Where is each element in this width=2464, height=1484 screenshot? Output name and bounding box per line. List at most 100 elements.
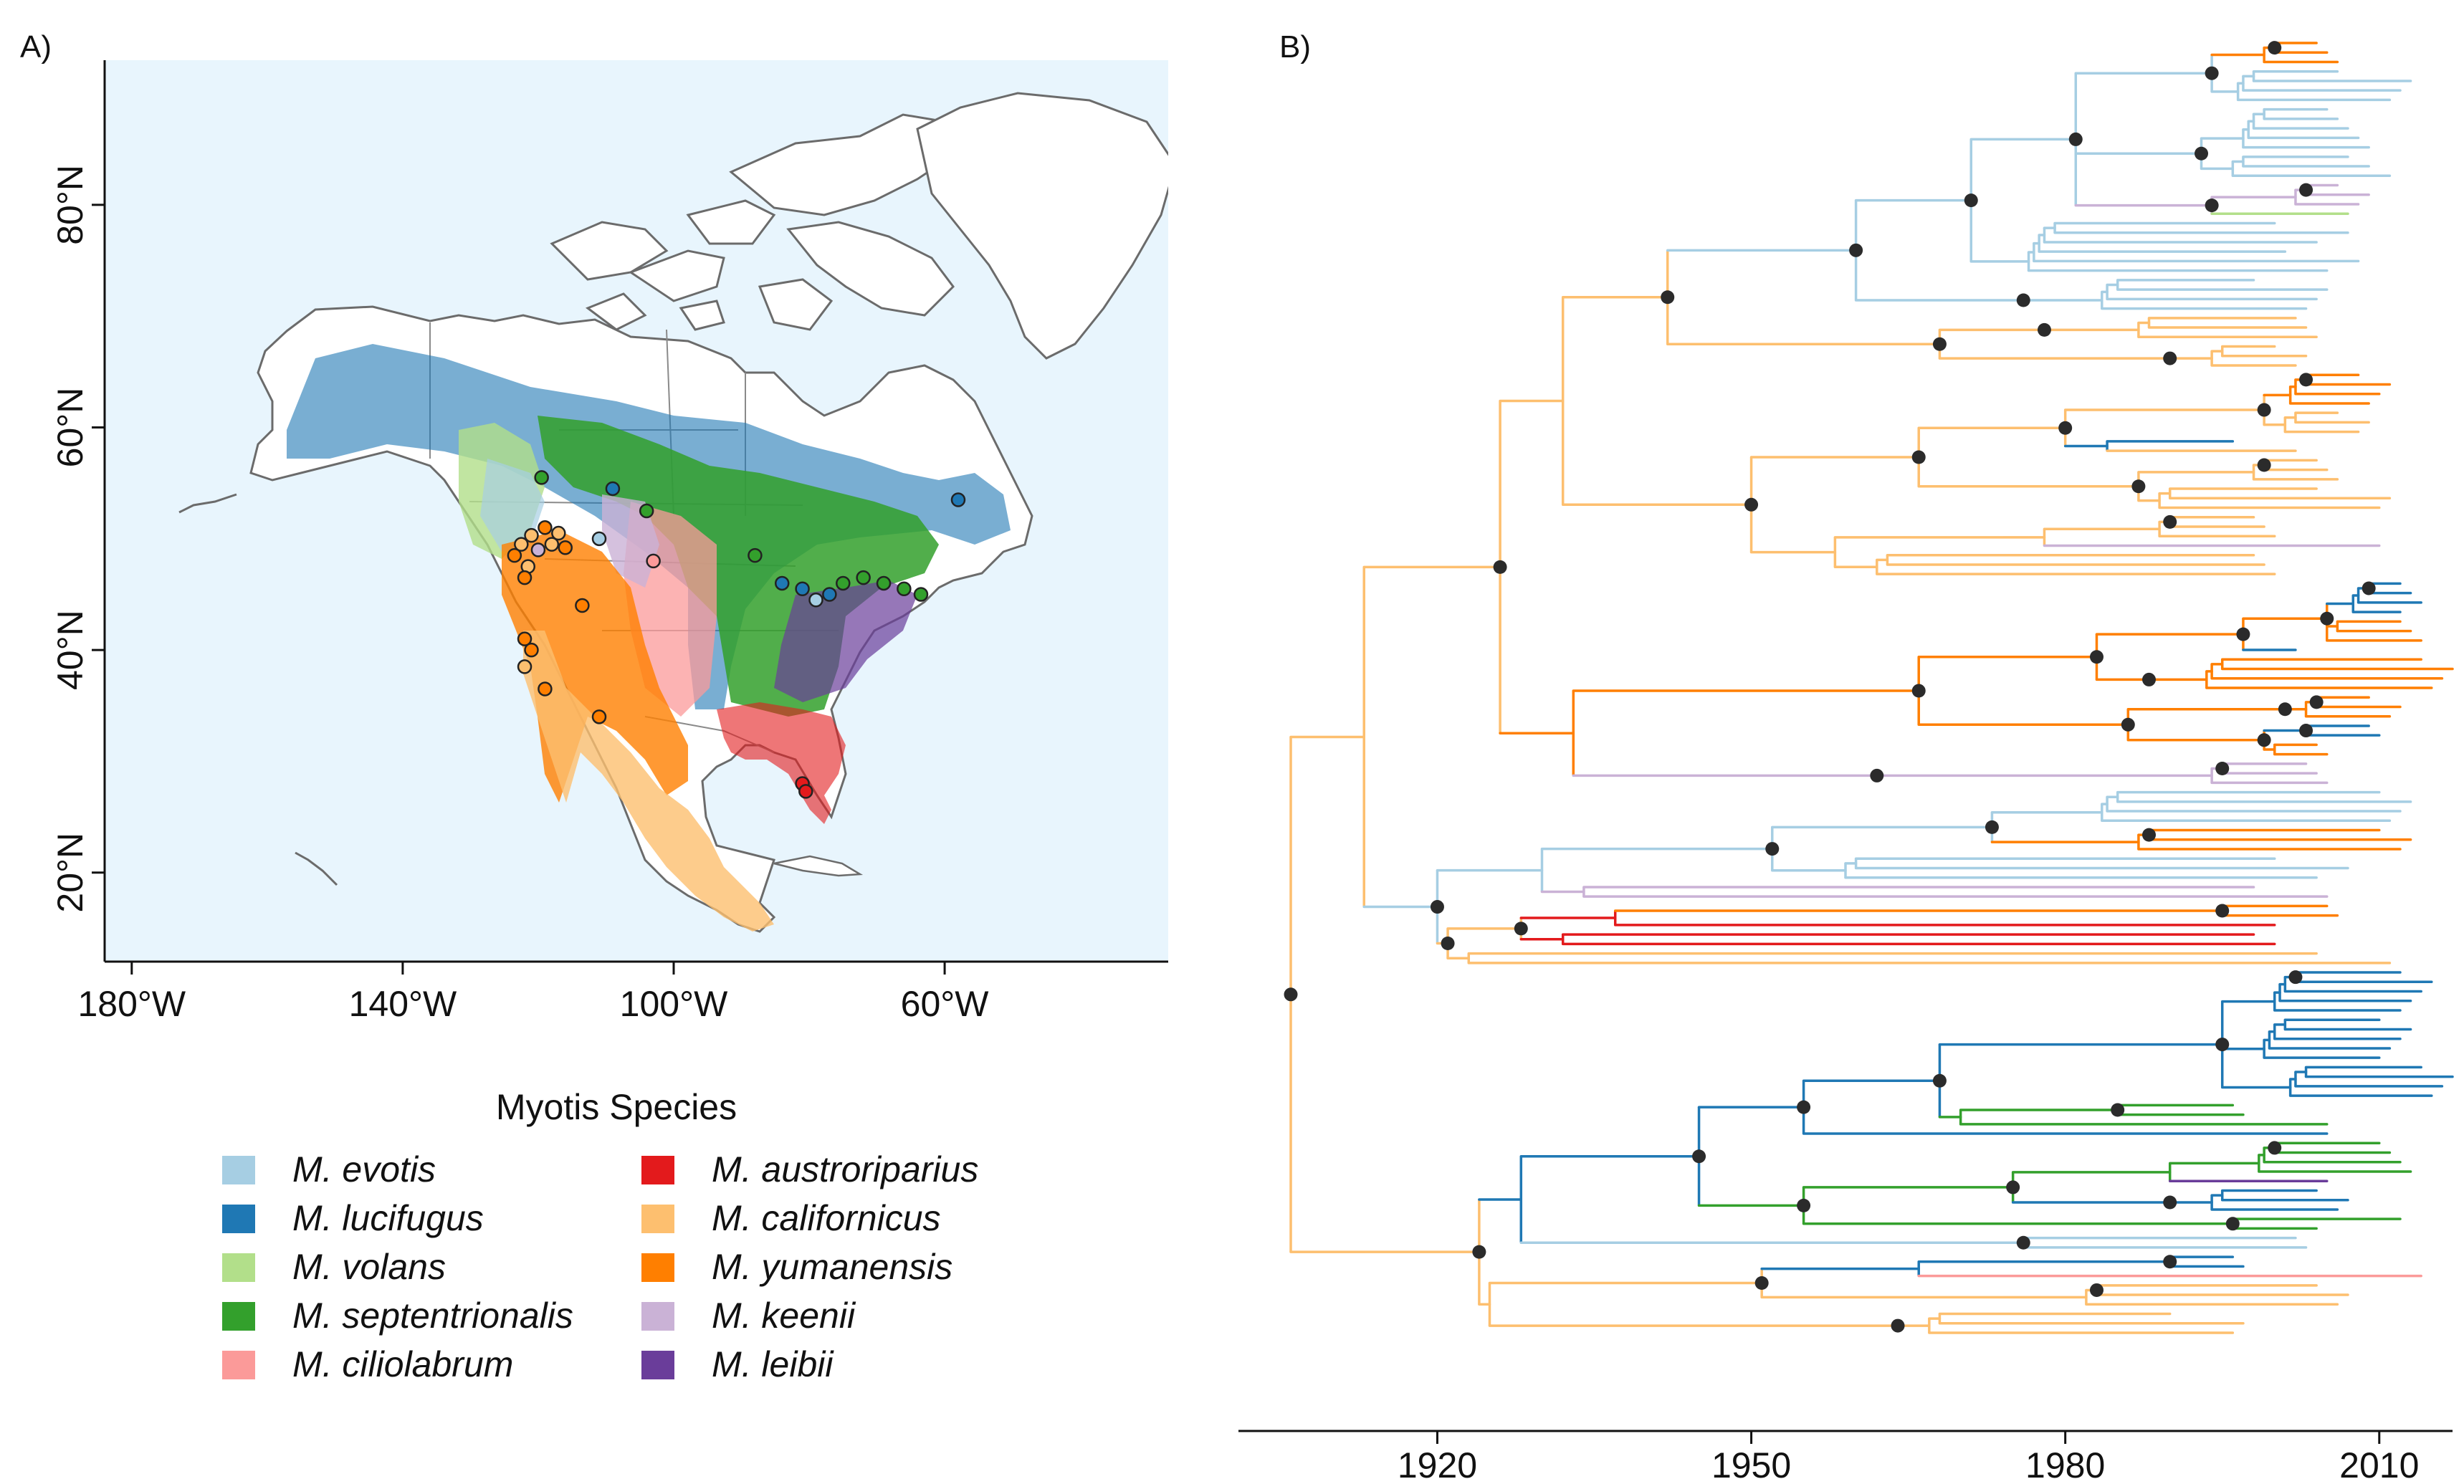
tree-node (2111, 1103, 2124, 1116)
tree-node (1494, 560, 1507, 574)
sample-site-point (593, 532, 606, 545)
tree-node (1797, 1101, 1810, 1114)
sample-site-point (796, 583, 809, 595)
tree-node (2163, 352, 2177, 365)
range-map: 180°W 140°W 100°W 60°W 20°N 40°N 60°N 80°N (50, 60, 1175, 1024)
tree-node (1514, 921, 1528, 935)
legend-label: M. evotis (292, 1149, 436, 1189)
legend-label: M. volans (292, 1247, 446, 1287)
tree-node (2258, 733, 2271, 747)
tree-x-ticks: 1920 1950 1980 2010 (1398, 1431, 2420, 1484)
legend-swatch (222, 1253, 255, 1282)
sample-site-point (877, 577, 890, 590)
legend-swatch (641, 1205, 674, 1233)
sample-site-point (518, 660, 531, 673)
sample-site-point (593, 710, 606, 723)
tree-node (1765, 842, 1779, 856)
tree-node (2121, 718, 2135, 732)
sample-site-point (857, 571, 870, 584)
tree-node (2320, 612, 2334, 626)
map-y-tick-label: 40°N (50, 610, 90, 690)
sample-site-point (518, 571, 531, 584)
sample-site-point (508, 549, 521, 562)
sample-site-point (532, 543, 545, 556)
tree-node (2226, 1217, 2240, 1230)
map-x-tick-label: 180°W (77, 984, 186, 1024)
tree-node (2163, 1255, 2177, 1268)
legend-swatch (641, 1302, 674, 1331)
tree-node (2195, 147, 2208, 161)
legend-label: M. austroriparius (712, 1149, 978, 1189)
sample-site-point (576, 599, 588, 612)
legend-swatch (641, 1253, 674, 1282)
tree-x-tick-label: 1980 (2025, 1445, 2105, 1484)
legend-swatch (222, 1351, 255, 1379)
map-y-tick-label: 60°N (50, 388, 90, 468)
legend-title: Myotis Species (496, 1087, 737, 1127)
map-x-tick-label: 100°W (620, 984, 728, 1024)
legend-swatch (222, 1302, 255, 1331)
legend-swatch (641, 1351, 674, 1379)
sample-site-point (952, 493, 965, 506)
sample-site-point (799, 785, 812, 798)
tree-node (1692, 1149, 1706, 1163)
tree-node (2017, 1236, 2030, 1250)
sample-site-point (809, 593, 822, 606)
tree-node (2362, 582, 2376, 595)
legend-label: M. californicus (712, 1198, 941, 1238)
panel-a-label: A) (20, 29, 52, 64)
tree-node (1755, 1276, 1769, 1290)
tree-x-tick-label: 1920 (1398, 1445, 1477, 1484)
sample-site-point (525, 643, 538, 656)
tree-x-tick-label: 2010 (2339, 1445, 2419, 1484)
sample-site-point (823, 588, 836, 600)
tree-node (2236, 628, 2250, 641)
tree-node (2142, 828, 2156, 842)
tree-node (2069, 133, 2083, 146)
tree-node (1870, 769, 1883, 782)
map-y-tick-label: 20°N (50, 833, 90, 913)
tree-node (2038, 323, 2051, 337)
tree-node (2258, 403, 2271, 417)
tree-node (2299, 373, 2313, 386)
tree-node (2268, 1141, 2281, 1154)
legend-label: M. keenii (712, 1296, 856, 1336)
sample-site-point (538, 682, 551, 695)
tree-x-tick-label: 1950 (1711, 1445, 1791, 1484)
map-x-tick-label: 140°W (349, 984, 457, 1024)
sample-site-point (545, 538, 558, 551)
tree-node (2288, 970, 2302, 984)
sample-site-point (748, 549, 761, 562)
sample-site-point (836, 577, 849, 590)
sample-site-point (559, 541, 572, 554)
tree-node (1284, 987, 1298, 1001)
tree-node (1797, 1199, 1810, 1212)
legend-label: M. yumanensis (712, 1247, 952, 1287)
tree-node (2205, 198, 2219, 212)
tree-node (2310, 695, 2324, 709)
legend-label: M. septentrionalis (292, 1296, 573, 1336)
tree-node (1744, 498, 1758, 512)
tree-node (2006, 1180, 2020, 1194)
legend-swatch (641, 1156, 674, 1184)
tree-node (2142, 673, 2156, 686)
tree-node (1661, 290, 1674, 304)
sample-site-point (775, 577, 788, 590)
sample-site-point (535, 471, 548, 484)
tree-node (1431, 900, 1444, 914)
legend-swatch (222, 1205, 255, 1233)
sample-site-point (897, 583, 910, 595)
legend-items: M. evotis M. lucifugus M. volans M. septent… (222, 1149, 978, 1384)
tree-node (1985, 820, 1999, 834)
sample-site-point (647, 555, 660, 568)
tree-node (2017, 294, 2030, 307)
legend-label: M. lucifugus (292, 1198, 484, 1238)
tree-node (2299, 724, 2313, 737)
tree-node (2258, 458, 2271, 471)
map-x-tick-label: 60°W (901, 984, 990, 1024)
tree-node (1912, 684, 1926, 698)
tree-node (2268, 41, 2281, 54)
tree-node (1933, 338, 1947, 351)
map-x-ticks: 180°W 140°W 100°W 60°W (77, 962, 989, 1024)
sample-site-point (525, 529, 538, 542)
